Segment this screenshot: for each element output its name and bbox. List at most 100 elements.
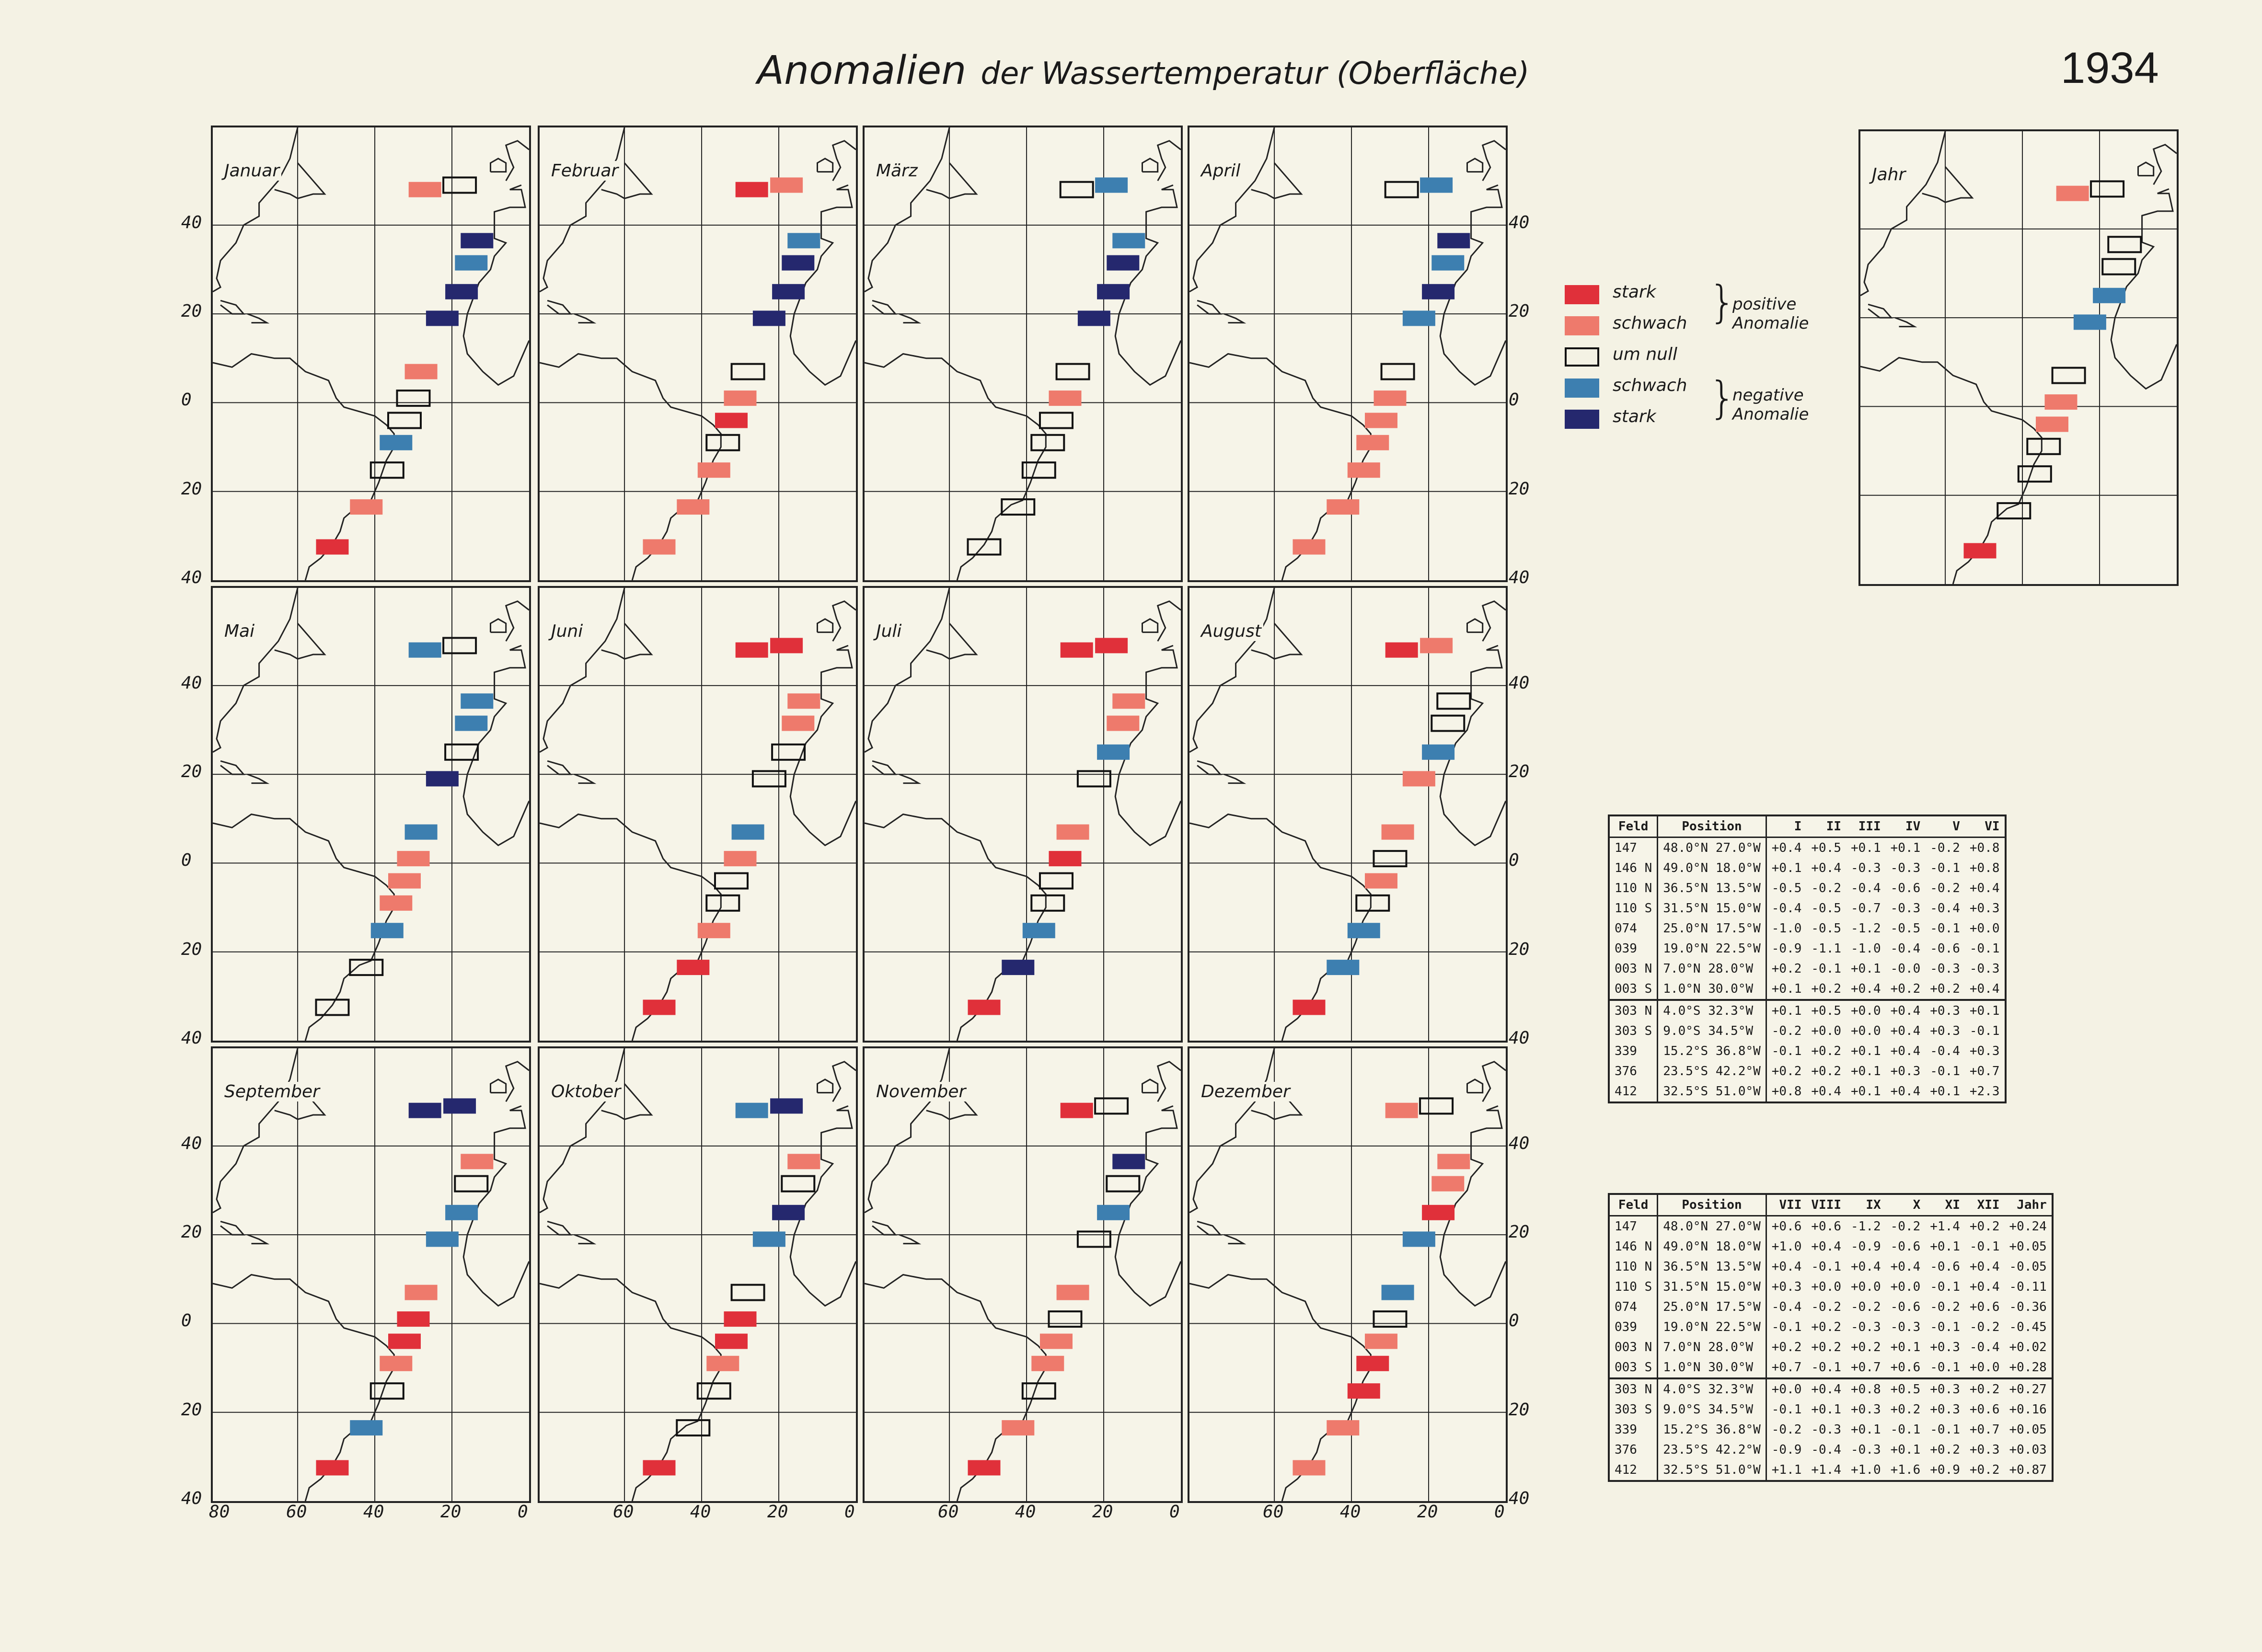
table-cell: -0.7: [1851, 901, 1881, 916]
anomaly-marker-376: [1997, 502, 2031, 520]
table-cell: +0.1: [1851, 1064, 1881, 1078]
table-row: 110 N 36.5°N 13.5°W -0.5 -0.2 -0.4 -0.6 -0.2 +0…: [1609, 878, 2006, 898]
month-label: Juli: [874, 621, 904, 641]
data-table-2: Feld Position VII VIII IX X XI XII Jahr 147 48.0°N…: [1608, 1193, 2054, 1482]
map-svg: [865, 127, 1181, 580]
anomaly-marker-147: [1060, 642, 1093, 658]
table-cell: -0.2: [1811, 1300, 1842, 1314]
table-cell: 36.5°N 13.5°W: [1657, 1257, 1767, 1277]
anomaly-marker-147: [1385, 642, 1418, 658]
coastline: [872, 299, 897, 315]
map-panel-januar: Januar: [211, 126, 531, 582]
anomaly-marker-110-s: [1431, 255, 1465, 271]
legend-group-negative: negative Anomalie: [1732, 386, 1809, 424]
table-cell: +0.2: [1964, 1377, 2005, 1400]
coastline: [1197, 1220, 1222, 1236]
coastline: [505, 1061, 529, 1102]
anomaly-marker-110-n: [787, 1154, 820, 1170]
anomaly-marker-339: [696, 1382, 731, 1400]
legend-label: stark: [1613, 407, 1656, 426]
anomaly-marker-376: [1327, 960, 1360, 975]
map-panel-februar: Februar: [538, 126, 858, 582]
table-cell: -0.4: [1930, 901, 1960, 916]
coastline: [1142, 618, 1159, 633]
table-cell: -0.1: [1811, 962, 1842, 976]
table-cell: -1.0: [1771, 921, 1802, 936]
anomaly-marker-147: [408, 642, 441, 658]
table-cell: 003 S: [1609, 1357, 1659, 1378]
anomaly-marker-303-s: [705, 894, 740, 912]
coastline: [1439, 1105, 1506, 1307]
table-header-row: Feld Position VII VIII IX X XI XII Jahr: [1609, 1194, 2053, 1216]
anomaly-marker-412: [316, 1460, 349, 1476]
coastline: [817, 158, 834, 173]
table-cell: +0.2: [1890, 1402, 1921, 1417]
table-cell: 48.0°N 27.0°W: [1657, 1216, 1767, 1237]
year-label: 1934: [2061, 44, 2159, 92]
table-row: 376 23.5°S 42.2°W +0.2 +0.2 +0.1 +0.3 -0.1 +0.7: [1609, 1061, 2006, 1081]
table-cell: +0.2: [1811, 1064, 1842, 1078]
map-svg: [213, 127, 529, 580]
table-cell: 49.0°N 18.0°W: [1657, 1237, 1767, 1257]
anomaly-marker-147: [408, 182, 441, 197]
lon-tick: 40: [690, 1502, 711, 1522]
table-cell: 4.0°S 32.3°W: [1657, 999, 1767, 1021]
anomaly-marker-303-s: [380, 895, 413, 911]
table-cell: 7.0°N 28.0°W: [1657, 1337, 1767, 1357]
table-header: V: [1925, 815, 1965, 838]
coastline: [220, 299, 245, 315]
lat-tick-left: 40: [181, 1489, 202, 1508]
anomaly-marker-303-n: [1365, 413, 1397, 428]
table-cell: +1.6: [1890, 1463, 1921, 1477]
coastline: [1114, 645, 1181, 847]
lat-tick-right: 40: [1509, 212, 1530, 232]
lat-tick-right: 40: [1509, 673, 1530, 693]
map-svg: [1189, 127, 1506, 580]
legend-swatch-schwach-pos: [1565, 316, 1599, 335]
table-cell: 23.5°S 42.2°W: [1657, 1440, 1767, 1460]
anomaly-marker-003-n: [1381, 824, 1414, 840]
table-cell: +0.6: [1969, 1402, 2000, 1417]
coastline: [865, 127, 950, 293]
table-cell: -0.3: [1969, 962, 2000, 976]
table-cell: +0.1: [1930, 1239, 1960, 1254]
coastline: [1156, 1061, 1181, 1102]
table-cell: +0.4: [1811, 861, 1842, 875]
lat-tick-left: 0: [181, 390, 192, 410]
table-cell: +0.3: [1890, 1064, 1921, 1078]
anomaly-marker-039: [426, 771, 459, 787]
anomaly-marker-376: [677, 960, 710, 975]
table-cell: 147: [1609, 837, 1659, 858]
table-cell: +0.27: [2004, 1377, 2053, 1400]
table-cell: 25.0°N 17.5°W: [1657, 1297, 1767, 1317]
lon-tick: 80: [209, 1502, 230, 1522]
coastline: [1156, 600, 1181, 642]
table-cell: +0.2: [1851, 1340, 1881, 1354]
table-cell: 15.2°S 36.8°W: [1657, 1420, 1767, 1440]
coastline: [1466, 1078, 1484, 1094]
table-cell: +0.0: [1851, 1024, 1881, 1038]
month-label: Jahr: [1870, 165, 1908, 184]
anomaly-marker-039: [1076, 1230, 1111, 1248]
anomaly-marker-146-n: [1094, 1097, 1129, 1115]
map-svg: [865, 588, 1181, 1041]
map-svg: [1189, 1048, 1506, 1501]
table-cell: +0.1: [1771, 861, 1802, 875]
lat-tick-left: 40: [181, 1028, 202, 1048]
lat-tick-left: 40: [181, 568, 202, 587]
table-row: 412 32.5°S 51.0°W +0.8 +0.4 +0.1 +0.4 +0.1 +2.3: [1609, 1081, 2006, 1102]
page-title: Anomalien der Wassertemperatur (Oberfläch…: [757, 48, 1529, 93]
coastline: [462, 1105, 529, 1307]
coastline: [831, 1061, 856, 1102]
anomaly-marker-003-s: [724, 390, 757, 406]
coastline: [1251, 162, 1303, 199]
anomaly-marker-003-s: [1049, 851, 1082, 867]
anomaly-marker-146-n: [1095, 177, 1128, 193]
coastline: [1156, 140, 1181, 181]
coastline: [540, 1048, 625, 1214]
table-cell: +0.1: [1851, 1084, 1881, 1099]
coastline: [2152, 144, 2177, 185]
coastline: [789, 1105, 856, 1307]
table-cell: +0.4: [1806, 1377, 1847, 1400]
legend-swatch-stark-neg: [1565, 410, 1599, 429]
